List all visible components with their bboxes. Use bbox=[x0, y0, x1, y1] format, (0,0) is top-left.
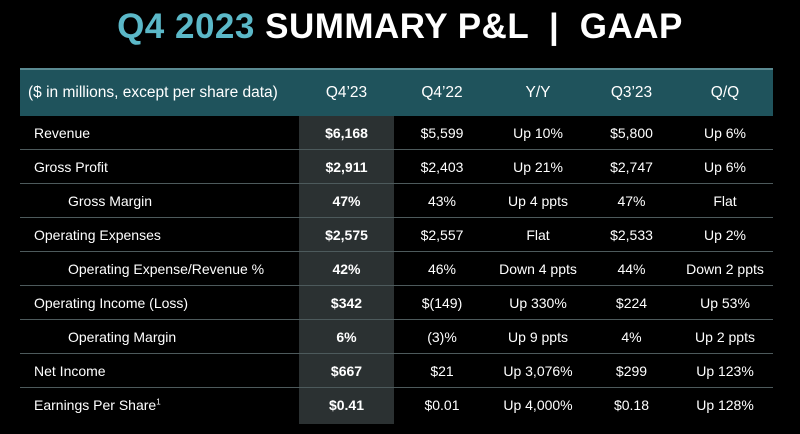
row-label: Earnings Per Share1 bbox=[20, 388, 299, 422]
cell-yy: Up 4,000% bbox=[503, 396, 573, 413]
row-label-text: Operating Income (Loss) bbox=[34, 294, 189, 311]
row-label: Revenue bbox=[20, 116, 299, 150]
cell-q4-23: 42% bbox=[299, 251, 394, 286]
cell-qq: Up 6% bbox=[677, 149, 773, 184]
cell-q4-22: 46% bbox=[394, 251, 490, 286]
pl-table-container: ($ in millions, except per share data) Q… bbox=[20, 68, 773, 424]
table-row: Operating Margin 6% (3)% Up 9 ppts 4% Up 2 pp… bbox=[20, 319, 773, 354]
cell-q4-23: $0.41 bbox=[328, 396, 365, 413]
cell-q4-22: $0.01 bbox=[424, 396, 460, 413]
cell-q4-23: $2,575 bbox=[299, 217, 394, 252]
table-row: Revenue $6,168 $5,599 Up 10% $5,800 Up 6% bbox=[20, 116, 773, 150]
cell-q3-23: $5,800 bbox=[586, 116, 677, 150]
cell-q4-22: $(149) bbox=[394, 285, 490, 320]
table-row: Gross Profit $2,911 $2,403 Up 21% $2,747 Up 6… bbox=[20, 149, 773, 184]
table-row: Operating Income (Loss) $342 $(149) Up 330%… bbox=[20, 285, 773, 320]
row-label-text: Net Income bbox=[34, 362, 106, 379]
cell-q4-23: $342 bbox=[299, 285, 394, 320]
cell-q4-23: 47% bbox=[299, 183, 394, 218]
header-q4-22: Q4’22 bbox=[394, 70, 490, 116]
header-units: ($ in millions, except per share data) bbox=[20, 70, 299, 116]
cell-q4-22: $5,599 bbox=[394, 116, 490, 150]
cell-q4-23: $2,911 bbox=[299, 149, 394, 184]
cell-yy: Up 10% bbox=[490, 116, 586, 150]
cell-yy: Up 9 ppts bbox=[490, 319, 586, 354]
row-label: Gross Profit bbox=[20, 149, 299, 184]
table-row: Net Income $667 $21 Up 3,076% $299 Up 123% bbox=[20, 353, 773, 388]
cell-yy: Up 21% bbox=[490, 149, 586, 184]
cell-qq: Up 6% bbox=[677, 116, 773, 150]
table-row: Operating Expenses $2,575 $2,557 Flat $2,533… bbox=[20, 217, 773, 252]
header-yy: Y/Y bbox=[490, 70, 586, 116]
page-title: Q4 2023 SUMMARY P&L | GAAP bbox=[0, 7, 800, 47]
cell-q3-23: $0.18 bbox=[613, 396, 650, 413]
row-label: Gross Margin bbox=[20, 183, 299, 218]
cell-qq: Up 2% bbox=[677, 217, 773, 252]
cell-q3-23: 47% bbox=[586, 183, 677, 218]
row-label-text: Operating Margin bbox=[68, 328, 177, 345]
cell-qq: Down 2 ppts bbox=[677, 251, 773, 286]
cell-q3-23: 44% bbox=[586, 251, 677, 286]
cell-yy: Flat bbox=[490, 217, 586, 252]
title-period: Q4 2023 bbox=[117, 7, 255, 46]
cell-q4-23: $6,168 bbox=[299, 116, 394, 150]
table-row: Operating Expense/Revenue % 42% 46% Down 4 … bbox=[20, 251, 773, 286]
row-label: Operating Margin bbox=[20, 319, 299, 354]
row-label-text: Gross Margin bbox=[68, 192, 153, 209]
cell-qq: Up 2 ppts bbox=[677, 319, 773, 354]
cell-qq: Up 128% bbox=[696, 396, 754, 413]
cell-q4-23: $667 bbox=[299, 353, 394, 388]
row-label-text: Operating Expenses bbox=[34, 226, 161, 243]
cell-q4-22: $2,403 bbox=[394, 149, 490, 184]
cell-q4-22: $2,557 bbox=[394, 217, 490, 252]
cell-yy: Up 330% bbox=[490, 285, 586, 320]
header-q3-23: Q3’23 bbox=[586, 70, 677, 116]
cell-yy: Up 4 ppts bbox=[490, 183, 586, 218]
cell-q3-23: $299 bbox=[586, 353, 677, 388]
row-label-text: Revenue bbox=[34, 124, 91, 141]
cell-q4-22: $21 bbox=[394, 353, 490, 388]
cell-qq: Up 123% bbox=[677, 353, 773, 388]
cell-qq: Up 53% bbox=[677, 285, 773, 320]
row-label-text: Earnings Per Share bbox=[34, 396, 157, 413]
row-label: Operating Income (Loss) bbox=[20, 285, 299, 320]
title-text: SUMMARY P&L | GAAP bbox=[265, 7, 683, 46]
header-q4-23: Q4’23 bbox=[299, 70, 394, 116]
pl-summary-table: ($ in millions, except per share data) Q… bbox=[20, 70, 773, 421]
cell-qq: Flat bbox=[677, 183, 773, 218]
row-label: Net Income bbox=[20, 353, 299, 388]
table-body: Revenue $6,168 $5,599 Up 10% $5,800 Up 6% Gros… bbox=[20, 116, 773, 421]
header-qq: Q/Q bbox=[677, 70, 773, 116]
cell-q4-22: (3)% bbox=[394, 319, 490, 354]
cell-yy: Down 4 ppts bbox=[490, 251, 586, 286]
cell-q3-23: $2,533 bbox=[586, 217, 677, 252]
table-header-row: ($ in millions, except per share data) Q… bbox=[20, 70, 773, 116]
cell-q4-22: 43% bbox=[394, 183, 490, 218]
row-label-text: Operating Expense/Revenue % bbox=[68, 260, 265, 277]
footnote-marker: 1 bbox=[156, 396, 161, 406]
table-row: Earnings Per Share1 $0.41 $0.01 Up 4,000% $0… bbox=[20, 388, 773, 422]
row-label: Operating Expenses bbox=[20, 217, 299, 252]
cell-q3-23: $2,747 bbox=[586, 149, 677, 184]
cell-q4-23: 6% bbox=[299, 319, 394, 354]
cell-q3-23: $224 bbox=[586, 285, 677, 320]
row-label: Operating Expense/Revenue % bbox=[20, 251, 299, 286]
cell-q3-23: 4% bbox=[586, 319, 677, 354]
table-row: Gross Margin 47% 43% Up 4 ppts 47% Flat bbox=[20, 183, 773, 218]
row-label-text: Gross Profit bbox=[34, 158, 108, 175]
cell-yy: Up 3,076% bbox=[490, 353, 586, 388]
